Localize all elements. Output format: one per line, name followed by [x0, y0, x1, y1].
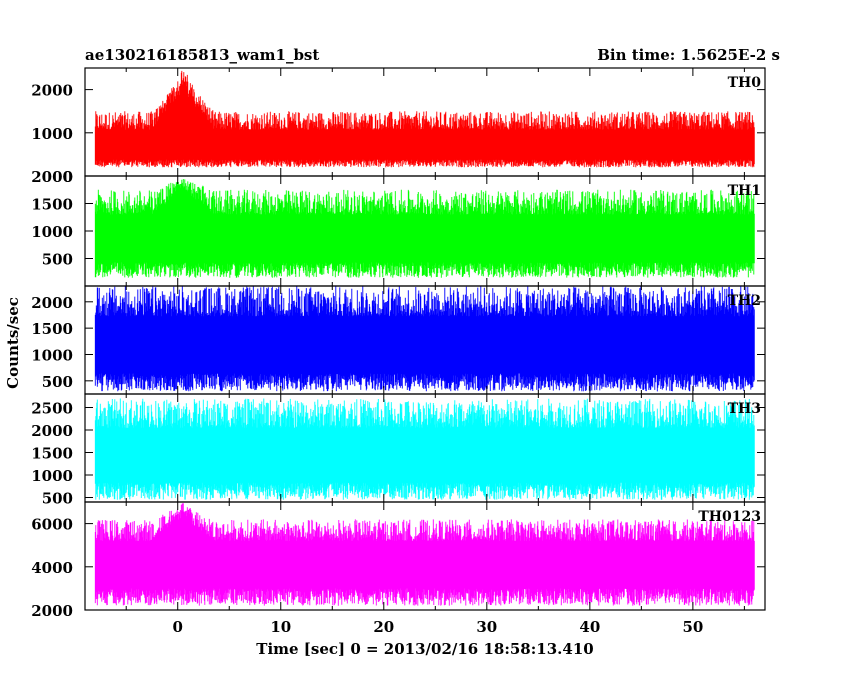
y-tick-label: 500	[42, 373, 73, 391]
y-tick-label: 2500	[31, 400, 73, 418]
y-tick-label: 4000	[31, 559, 73, 577]
y-tick-label: 2000	[31, 602, 73, 620]
y-tick-label: 2000	[31, 82, 73, 100]
x-tick-label: 0	[173, 618, 183, 636]
panel-label-th3: TH3	[728, 401, 761, 417]
x-axis: 0 10 20 30 40 50	[173, 618, 704, 636]
y-tick-label: 6000	[31, 516, 73, 534]
y-tick-label: 1500	[31, 196, 73, 214]
y-tick-label: 1000	[31, 467, 73, 485]
panel-label-th0: TH0	[728, 75, 762, 91]
panel-label-th1: TH1	[728, 183, 761, 199]
y-tick-label: 2000	[31, 294, 73, 312]
panel-frame-th0123	[84, 501, 766, 611]
x-axis-label: Time [sec] 0 = 2013/02/16 18:58:13.410	[256, 640, 593, 658]
y-tick-label: 1000	[31, 223, 73, 241]
y-tick-label: 0	[63, 168, 73, 186]
y-axis-label: Counts/sec	[4, 297, 22, 389]
chart-title: ae130216185813_wam1_bst	[85, 46, 319, 64]
y-tick-label: 2000	[31, 422, 73, 440]
y-tick-label: 500	[42, 490, 73, 508]
y-tick-label: 1500	[31, 445, 73, 463]
y-tick-label: 1000	[31, 346, 73, 364]
panels-group: 0 1000 2000 TH0 500 1000 1500 2000 TH1 500 1000 150…	[31, 67, 766, 620]
x-tick-label: 40	[579, 618, 600, 636]
y-tick-label: 2000	[31, 168, 73, 186]
x-tick-label: 20	[373, 618, 394, 636]
series-trace-th0	[94, 70, 755, 168]
series-trace-th3	[94, 398, 755, 500]
panel-label-th2: TH2	[728, 293, 761, 309]
series-trace-th1	[94, 179, 755, 278]
chart-subtitle: Bin time: 1.5625E-2 s	[597, 46, 780, 64]
y-tick-label: 500	[42, 251, 73, 269]
x-tick-label: 10	[270, 618, 291, 636]
y-tick-label: 1500	[31, 320, 73, 338]
x-tick-label: 30	[476, 618, 497, 636]
series-trace-th0123	[94, 503, 755, 606]
panel-label-th0123: TH0123	[698, 509, 761, 525]
x-tick-label: 50	[682, 618, 703, 636]
y-tick-label: 1000	[31, 125, 73, 143]
series-trace-th2	[94, 286, 755, 392]
